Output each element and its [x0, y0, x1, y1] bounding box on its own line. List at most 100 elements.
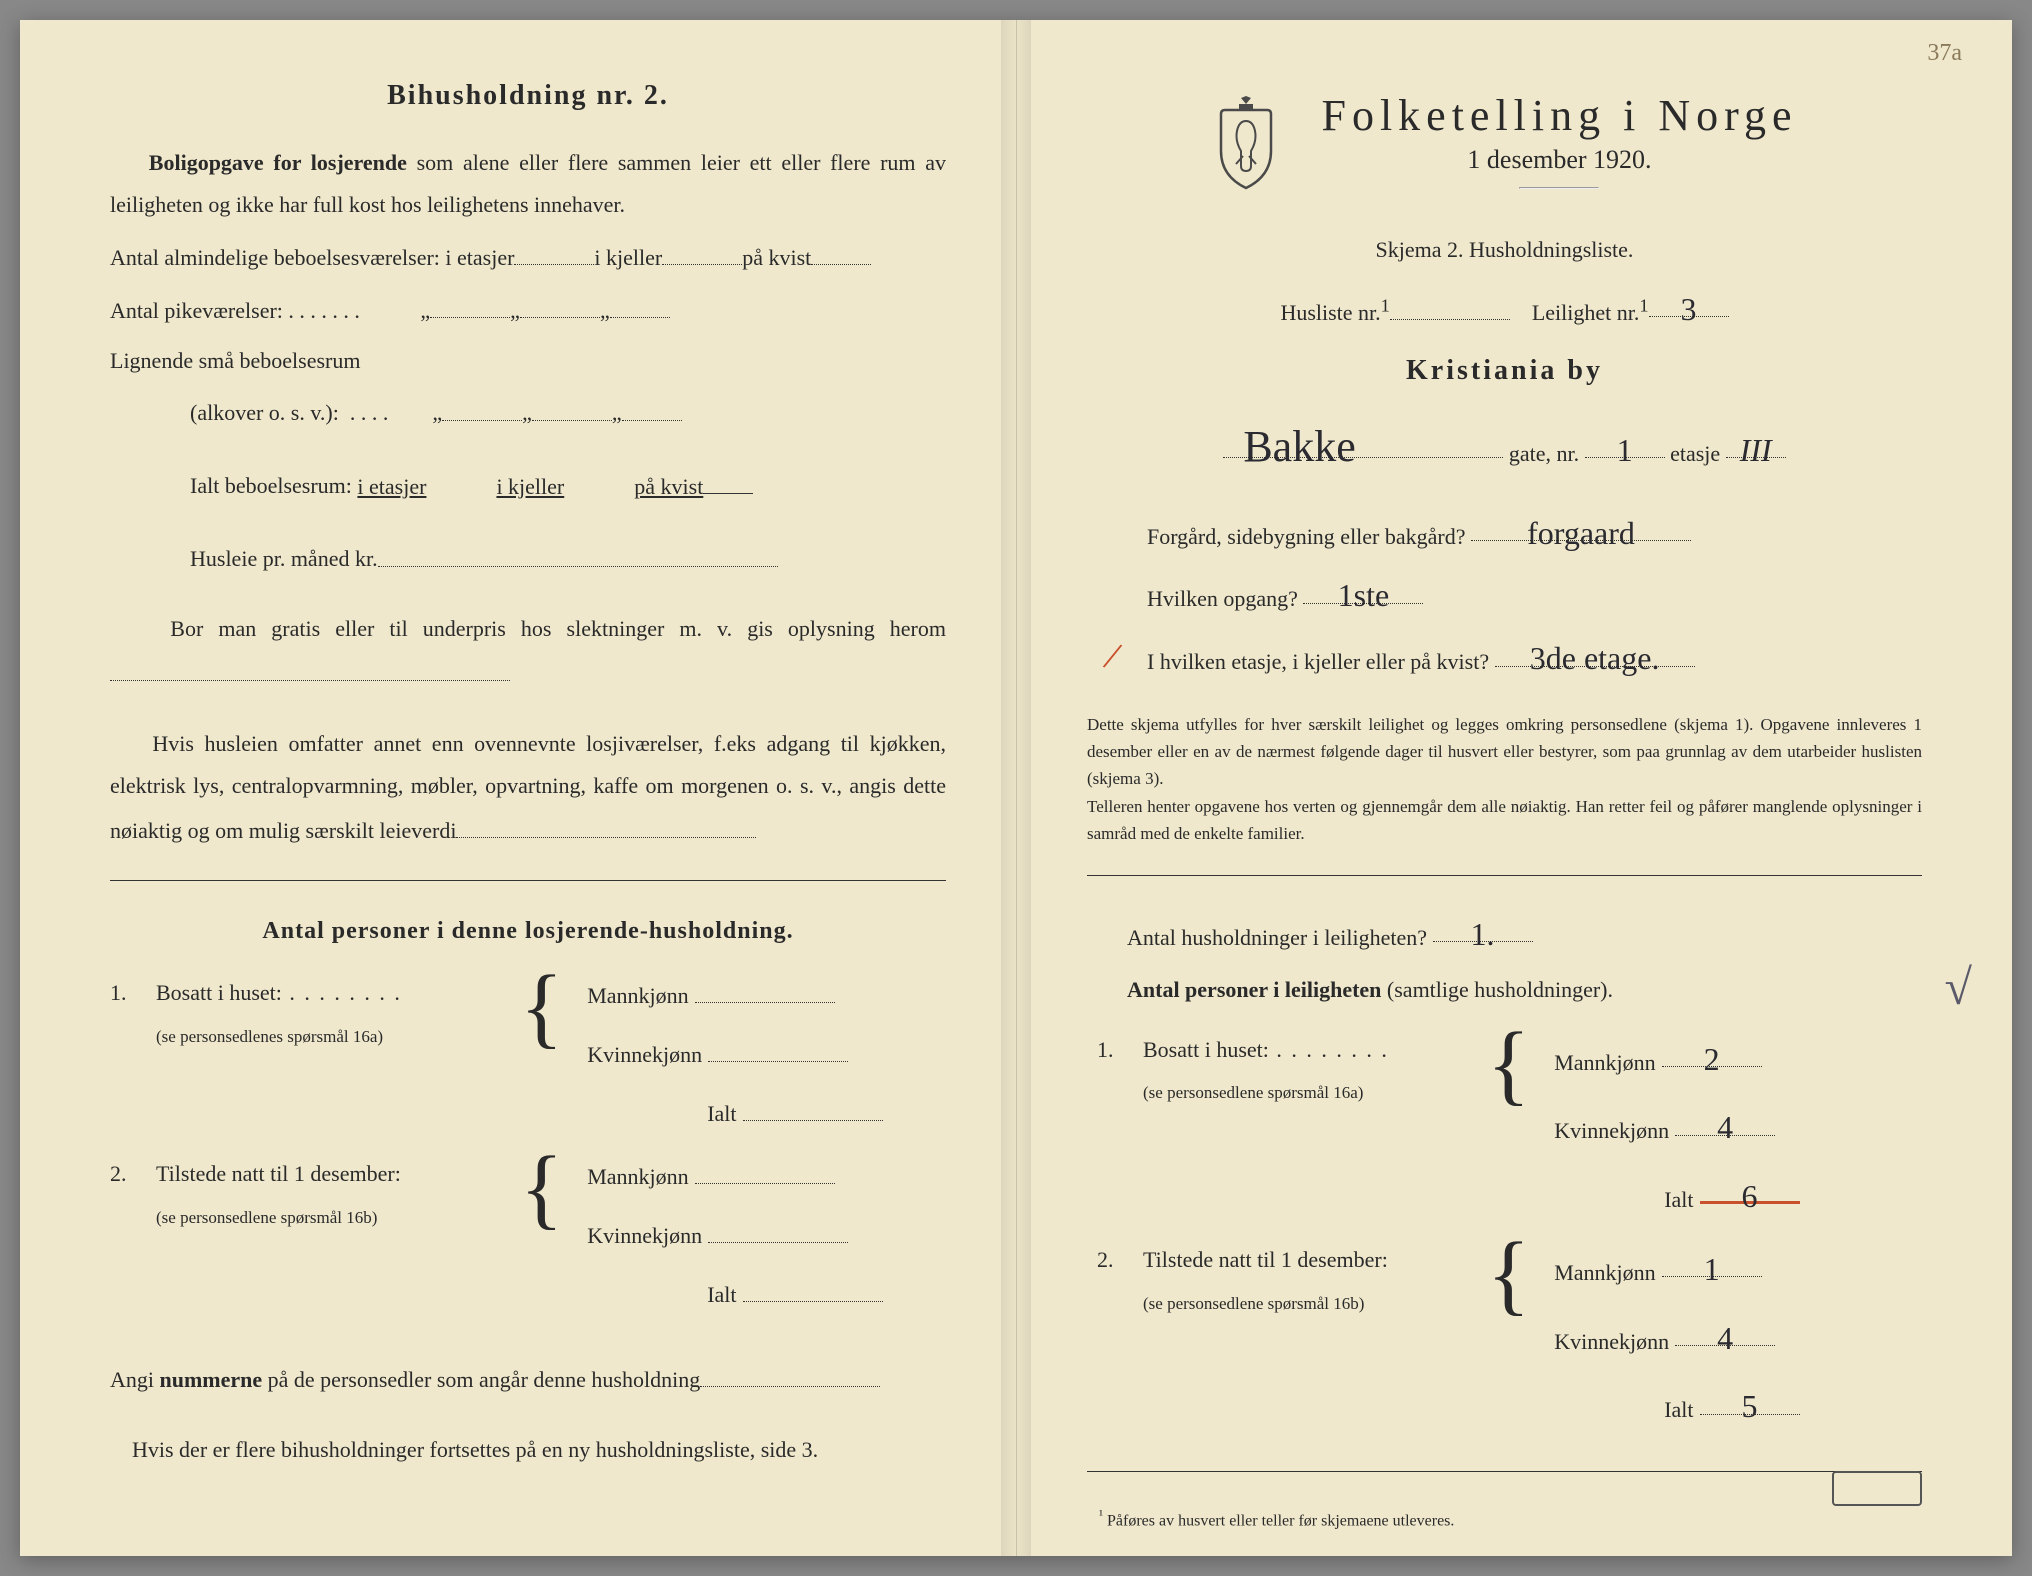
- alcove-line: (alkover o. s. v.): . . . . „„„: [190, 389, 946, 434]
- city-name: Kristiania by: [1087, 344, 1922, 397]
- total-b: i kjeller: [496, 474, 564, 499]
- total-c: på kvist: [634, 474, 703, 499]
- husliste-label: Husliste nr.: [1280, 300, 1380, 325]
- r-brace-1: {: [1479, 1029, 1538, 1101]
- persons-title: Antal personer i leiligheten (samtlige h…: [1087, 969, 1922, 1011]
- present-total: 5: [1700, 1376, 1800, 1414]
- rm2: Mannkjønn: [1554, 1252, 1655, 1294]
- maid-label: Antal pikeværelser:: [110, 298, 283, 323]
- r-num-2: 2.: [1097, 1239, 1127, 1281]
- gratis-text: Bor man gratis eller til underpris hos s…: [170, 616, 946, 641]
- item2-label: Tilstede natt til 1 desember:: [156, 1161, 401, 1186]
- brace-1: {: [512, 972, 571, 1044]
- gratis-line: Bor man gratis eller til underpris hos s…: [110, 608, 946, 695]
- households-q: Antal husholdninger i leiligheten?: [1127, 925, 1427, 950]
- total-fill-c: [703, 462, 753, 493]
- r-brace-right-1: Mannkjønn2 Kvinnekjønn4 Ialt 6: [1554, 1029, 1799, 1221]
- red-slash-icon: /: [1094, 619, 1130, 694]
- angi-a: Angi: [110, 1367, 160, 1392]
- t2-fill: [743, 1271, 883, 1302]
- coat-of-arms-icon: [1211, 96, 1281, 196]
- rent-fill: [378, 535, 778, 566]
- m2: Mannkjønn: [587, 1156, 688, 1198]
- item1-label: Bosatt i huset:: [156, 980, 402, 1005]
- total-fill-a: [426, 462, 496, 493]
- angi-bold: nummerne: [160, 1367, 263, 1392]
- item1-note: (se personsedlenes spørsmål 16a): [156, 1027, 383, 1046]
- etasje-q: I hvilken etasje, i kjeller eller på kvi…: [1147, 649, 1489, 674]
- r-item2-label-block: Tilstede natt til 1 desember: (se person…: [1143, 1239, 1463, 1323]
- street-line: Bakke gate, nr. 1 etasje III: [1087, 405, 1922, 475]
- page-number: 37a: [1927, 40, 1962, 67]
- gate-label: gate, nr.: [1509, 441, 1579, 466]
- maid-fill-c: [610, 287, 670, 318]
- intro-paragraph: Boligopgave for losjerende som alene ell…: [110, 142, 946, 226]
- m1: Mannkjønn: [587, 975, 688, 1017]
- separator-3: [1087, 1471, 1922, 1472]
- street-value: Bakke: [1223, 405, 1503, 458]
- total-fill-b: [564, 462, 634, 493]
- rooms-fill-a: [514, 234, 594, 265]
- rooms-label-b: i kjeller: [594, 245, 662, 270]
- footnote: ¹ Påføres av husvert eller teller før sk…: [1087, 1502, 1922, 1537]
- rent-note-fill: [456, 807, 756, 838]
- title-row: Folketelling i Norge 1 desember 1920.: [1087, 90, 1922, 201]
- rf1: Kvinnekjønn: [1554, 1110, 1669, 1152]
- households-line: Antal husholdninger i leiligheten? 1.: [1087, 904, 1922, 959]
- left-title: Bihusholdning nr. 2.: [110, 80, 946, 112]
- maid-line: Antal pikeværelser: . . . . . . . „„„: [110, 287, 946, 332]
- continue-text: Hvis der er flere bihusholdninger fortse…: [132, 1437, 818, 1462]
- rooms-label-c: på kvist: [742, 245, 811, 270]
- similar-line: Lignende små beboelsesrum: [110, 340, 946, 382]
- husliste-line: Husliste nr.1 Leilighet nr.13: [1087, 279, 1922, 334]
- r-brace-right-2: Mannkjønn1 Kvinnekjønn4 Ialt5: [1554, 1239, 1799, 1431]
- forgard-q: Forgård, sidebygning eller bakgård?: [1147, 524, 1466, 549]
- m1-fill: [695, 972, 835, 1003]
- date-subtitle: 1 desember 1920.: [1321, 145, 1797, 175]
- opgang-q: Hvilken opgang?: [1147, 586, 1298, 611]
- rooms-label-a: Antal almindelige beboelsesværelser: i e…: [110, 245, 514, 270]
- right-body: Skjema 2. Husholdningsliste. Husliste nr…: [1087, 229, 1922, 1537]
- left-item-1: 1. Bosatt i huset: (se personsedlenes sp…: [110, 972, 946, 1135]
- alcove-fill-a: [442, 389, 522, 420]
- etasje-value: III: [1726, 420, 1786, 458]
- leilighet-value: 3: [1649, 279, 1729, 317]
- r-item1-label: Bosatt i huset:: [1143, 1037, 1389, 1062]
- maid-fill-a: [430, 287, 510, 318]
- present-female: 4: [1675, 1308, 1775, 1346]
- brace-2: {: [512, 1153, 571, 1225]
- t1: Ialt: [707, 1093, 736, 1135]
- f2: Kvinnekjønn: [587, 1215, 702, 1257]
- right-page: 37a Folketelling i Norge 1 desember 1920…: [1016, 20, 2012, 1556]
- alcove-label: (alkover o. s. v.):: [190, 401, 339, 426]
- f2-fill: [708, 1212, 848, 1243]
- r-item1-note: (se personsedlene spørsmål 16a): [1143, 1083, 1363, 1102]
- rooms-fill-b: [662, 234, 742, 265]
- title-rule: [1519, 187, 1599, 189]
- rm1: Mannkjønn: [1554, 1042, 1655, 1084]
- instructions: Dette skjema utfylles for hver særskilt …: [1087, 711, 1922, 847]
- total-rooms-label: Ialt beboelsesrum:: [190, 474, 352, 499]
- separator-1: [110, 880, 946, 881]
- rt2: Ialt: [1664, 1389, 1693, 1431]
- instructions-text: Dette skjema utfylles for hver særskilt …: [1087, 715, 1922, 843]
- alcove-fill-c: [622, 389, 682, 420]
- gratis-fill: [110, 650, 510, 681]
- right-item-2: 2. Tilstede natt til 1 desember: (se per…: [1087, 1239, 1922, 1431]
- r-item2-note: (se personsedlene spørsmål 16b): [1143, 1294, 1364, 1313]
- forgard-value: forgaard: [1471, 503, 1691, 541]
- angi-line: Angi nummerne på de personsedler som ang…: [110, 1356, 946, 1401]
- rent-line: Husleie pr. måned kr.: [190, 535, 946, 580]
- document-spread: Bihusholdning nr. 2. Boligopgave for los…: [20, 20, 2012, 1556]
- resident-male: 2: [1662, 1029, 1762, 1067]
- alcove-fill-b: [532, 389, 612, 420]
- gate-value: 1: [1585, 420, 1665, 458]
- forgard-line: Forgård, sidebygning eller bakgård? forg…: [1087, 503, 1922, 558]
- count-title: Antal personer i denne losjerende-hushol…: [110, 909, 946, 955]
- r-item2-label: Tilstede natt til 1 desember:: [1143, 1247, 1388, 1272]
- num-1: 1.: [110, 972, 140, 1014]
- rf2: Kvinnekjønn: [1554, 1321, 1669, 1363]
- intro-bold: Boligopgave for losjerende: [149, 150, 407, 175]
- m2-fill: [695, 1153, 835, 1184]
- item2-label-block: Tilstede natt til 1 desember: (se person…: [156, 1153, 496, 1237]
